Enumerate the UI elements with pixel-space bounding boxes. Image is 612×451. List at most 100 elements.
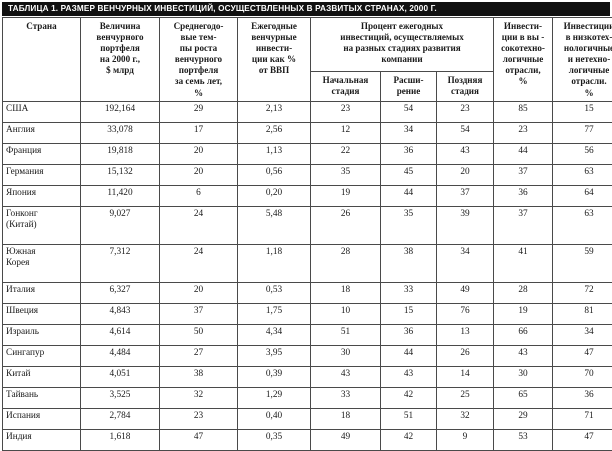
cell-value: 39 — [437, 206, 494, 244]
cell-value: 30 — [311, 345, 381, 366]
table-title-banner: ТАБЛИЦА 1. РАЗМЕР ВЕНЧУРНЫХ ИНВЕСТИЦИЙ, … — [2, 2, 610, 16]
cell-value: 54 — [381, 101, 437, 122]
cell-value: 49 — [437, 282, 494, 303]
cell-value: 1,13 — [238, 143, 311, 164]
cell-value: 26 — [437, 345, 494, 366]
cell-value: 33 — [381, 282, 437, 303]
cell-value: 36 — [553, 387, 612, 408]
cell-value: 37 — [494, 206, 553, 244]
cell-country: Швеция — [3, 303, 81, 324]
cell-value: 13 — [437, 324, 494, 345]
cell-value: 20 — [160, 282, 238, 303]
cell-value: 4,614 — [81, 324, 160, 345]
cell-value: 192,164 — [81, 101, 160, 122]
cell-value: 34 — [553, 324, 612, 345]
cell-value: 17 — [160, 122, 238, 143]
cell-value: 43 — [381, 366, 437, 387]
cell-value: 64 — [553, 185, 612, 206]
cell-value: 4,051 — [81, 366, 160, 387]
cell-country: Франция — [3, 143, 81, 164]
cell-value: 0,35 — [238, 429, 311, 450]
cell-value: 28 — [311, 244, 381, 282]
cell-value: 29 — [160, 101, 238, 122]
cell-value: 1,29 — [238, 387, 311, 408]
cell-value: 51 — [311, 324, 381, 345]
cell-country: Англия — [3, 122, 81, 143]
cell-value: 12 — [311, 122, 381, 143]
cell-value: 3,525 — [81, 387, 160, 408]
cell-value: 37 — [160, 303, 238, 324]
cell-value: 35 — [311, 164, 381, 185]
cell-value: 43 — [311, 366, 381, 387]
cell-value: 20 — [437, 164, 494, 185]
cell-value: 24 — [160, 206, 238, 244]
cell-value: 44 — [381, 185, 437, 206]
cell-country: Япония — [3, 185, 81, 206]
cell-value: 47 — [553, 345, 612, 366]
cell-country: Китай — [3, 366, 81, 387]
cell-value: 25 — [437, 387, 494, 408]
cell-value: 9 — [437, 429, 494, 450]
cell-value: 0,53 — [238, 282, 311, 303]
cell-value: 50 — [160, 324, 238, 345]
cell-country: Германия — [3, 164, 81, 185]
cell-value: 6,327 — [81, 282, 160, 303]
cell-value: 33 — [311, 387, 381, 408]
cell-value: 23 — [437, 101, 494, 122]
cell-value: 77 — [553, 122, 612, 143]
cell-value: 47 — [160, 429, 238, 450]
cell-value: 43 — [437, 143, 494, 164]
cell-value: 81 — [553, 303, 612, 324]
cell-value: 44 — [381, 345, 437, 366]
cell-value: 2,784 — [81, 408, 160, 429]
cell-value: 47 — [553, 429, 612, 450]
cell-value: 19 — [494, 303, 553, 324]
cell-value: 29 — [494, 408, 553, 429]
cell-value: 9,027 — [81, 206, 160, 244]
cell-value: 43 — [494, 345, 553, 366]
cell-value: 66 — [494, 324, 553, 345]
cell-value: 34 — [437, 244, 494, 282]
cell-value: 56 — [553, 143, 612, 164]
cell-value: 26 — [311, 206, 381, 244]
cell-value: 23 — [494, 122, 553, 143]
cell-value: 51 — [381, 408, 437, 429]
cell-value: 32 — [160, 387, 238, 408]
cell-country: Гонконг (Китай) — [3, 206, 81, 244]
cell-value: 71 — [553, 408, 612, 429]
cell-value: 7,312 — [81, 244, 160, 282]
cell-country: Индия — [3, 429, 81, 450]
page-title: ТАБЛИЦА 1. РАЗМЕР ВЕНЧУРНЫХ ИНВЕСТИЦИЙ, … — [8, 5, 437, 13]
cell-value: 41 — [494, 244, 553, 282]
cell-value: 72 — [553, 282, 612, 303]
cell-value: 65 — [494, 387, 553, 408]
cell-value: 19 — [311, 185, 381, 206]
cell-value: 30 — [494, 366, 553, 387]
cell-value: 15 — [553, 101, 612, 122]
cell-value: 0,56 — [238, 164, 311, 185]
cell-value: 32 — [437, 408, 494, 429]
cell-value: 5,48 — [238, 206, 311, 244]
cell-value: 1,618 — [81, 429, 160, 450]
cell-value: 38 — [160, 366, 238, 387]
cell-value: 19,818 — [81, 143, 160, 164]
cell-value: 4,34 — [238, 324, 311, 345]
cell-value: 15 — [381, 303, 437, 324]
cell-value: 42 — [381, 429, 437, 450]
cell-value: 35 — [381, 206, 437, 244]
cell-value: 27 — [160, 345, 238, 366]
cell-value: 11,420 — [81, 185, 160, 206]
cell-value: 85 — [494, 101, 553, 122]
cell-value: 23 — [311, 101, 381, 122]
